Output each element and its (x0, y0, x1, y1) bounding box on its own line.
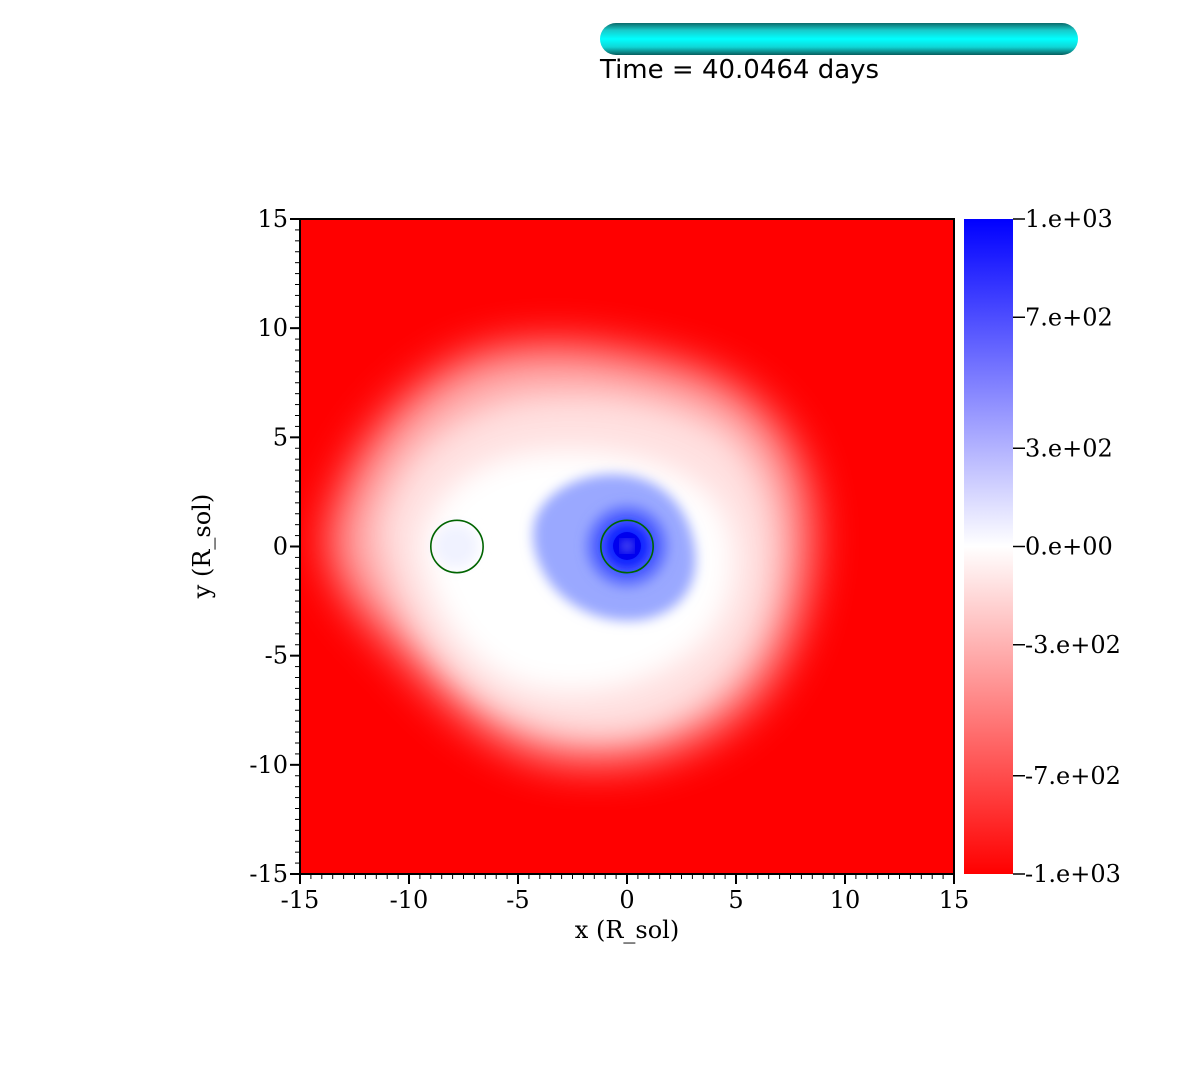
y-axis: 15 10 5 0 -5 -10 -15 (249, 205, 300, 888)
x-tick-label: 10 (830, 886, 861, 914)
markers-layer (429, 519, 654, 574)
y-tick-label: -10 (249, 751, 288, 779)
colorbar-tick-label: 3.e+02 (1025, 434, 1113, 462)
y-tick-label: 15 (257, 205, 288, 233)
x-tick-label: 5 (728, 886, 743, 914)
colorbar-tick-label: 0.e+00 (1025, 533, 1113, 561)
y-tick-label: 10 (257, 314, 288, 342)
colorbar-tick-label: -7.e+02 (1025, 762, 1121, 790)
y-tick-label: -5 (265, 642, 288, 670)
x-tick-label: -15 (281, 886, 320, 914)
time-label: Time = 40.0464 days (600, 55, 880, 85)
y-tick-label: 5 (273, 423, 288, 451)
companion-circle (429, 519, 484, 574)
heatmap-field (300, 219, 954, 874)
x-tick-label: -5 (506, 886, 529, 914)
colorbar-axis: 1.e+03 7.e+02 3.e+02 0.e+00 -3.e+02 -7.e+02 -1… (1013, 205, 1121, 888)
y-axis-title: y (R_sol) (188, 494, 216, 599)
progress-bar (600, 23, 1078, 55)
x-axis-title: x (R_sol) (575, 916, 679, 944)
y-tick-label: 0 (273, 533, 288, 561)
x-tick-label: 15 (939, 886, 970, 914)
x-tick-label: -10 (390, 886, 429, 914)
core-circle (600, 519, 654, 574)
y-tick-label: -15 (249, 860, 288, 888)
colorbar (964, 219, 1013, 874)
colorbar-tick-label: 7.e+02 (1025, 303, 1113, 331)
colorbar-tick-label: -3.e+02 (1025, 631, 1121, 659)
x-axis: -15 -10 -5 0 5 10 15 (281, 874, 970, 914)
colorbar-tick-label: -1.e+03 (1025, 860, 1121, 888)
x-tick-label: 0 (619, 886, 634, 914)
colorbar-tick-label: 1.e+03 (1025, 205, 1113, 233)
